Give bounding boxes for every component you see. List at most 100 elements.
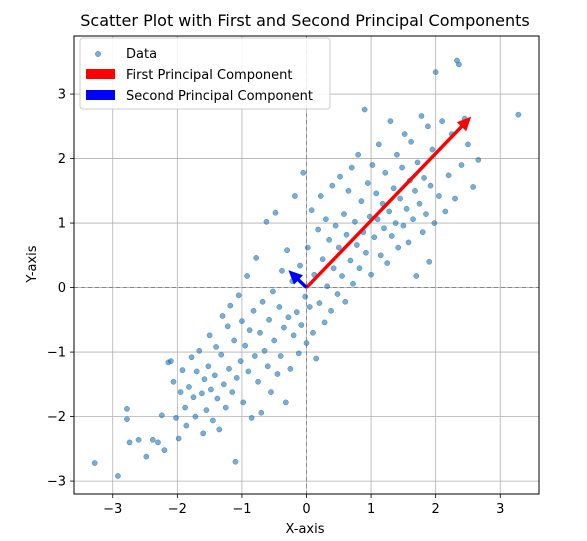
data-points xyxy=(91,57,522,479)
data-point xyxy=(250,307,257,314)
data-point xyxy=(337,173,343,180)
data-point xyxy=(334,291,341,297)
data-point xyxy=(182,404,188,411)
data-point xyxy=(199,390,205,397)
data-point xyxy=(326,237,332,243)
data-point xyxy=(439,118,445,124)
data-point xyxy=(179,367,186,373)
data-point xyxy=(221,381,227,388)
data-point xyxy=(246,327,253,333)
legend: Data First Principal Component Second Pr… xyxy=(79,37,331,110)
data-point xyxy=(335,244,342,251)
data-point xyxy=(350,280,356,287)
data-point xyxy=(363,249,369,256)
data-point xyxy=(470,184,476,190)
data-point xyxy=(237,358,244,364)
data-point xyxy=(361,106,368,113)
data-point xyxy=(324,283,330,290)
data-point xyxy=(384,260,391,266)
data-point xyxy=(264,363,271,370)
y-tick-label: −3 xyxy=(47,475,66,490)
data-point xyxy=(328,307,334,314)
data-point xyxy=(515,111,522,118)
data-point xyxy=(310,329,316,336)
data-point xyxy=(270,288,276,295)
data-point xyxy=(427,182,434,189)
data-point xyxy=(329,182,336,189)
data-point xyxy=(271,337,278,344)
data-point xyxy=(239,318,245,324)
data-point xyxy=(419,229,426,235)
data-point xyxy=(442,208,449,215)
data-point xyxy=(193,368,200,375)
data-point xyxy=(266,317,272,323)
data-point xyxy=(226,366,232,372)
data-point xyxy=(330,265,337,272)
data-point xyxy=(283,399,289,406)
x-tick-label: 1 xyxy=(367,502,375,517)
data-point xyxy=(382,169,389,176)
data-point xyxy=(159,412,165,419)
data-point xyxy=(368,271,374,278)
data-point xyxy=(196,347,203,354)
data-point xyxy=(244,273,250,279)
data-point xyxy=(332,222,339,229)
data-point xyxy=(388,233,395,239)
data-point xyxy=(352,218,358,225)
data-point xyxy=(219,313,226,319)
data-point xyxy=(287,366,294,372)
data-point xyxy=(390,185,397,192)
data-point xyxy=(173,415,179,421)
data-point xyxy=(135,437,142,443)
data-point xyxy=(224,323,231,330)
data-point xyxy=(300,169,307,176)
data-point xyxy=(279,268,285,274)
y-tick-label: −1 xyxy=(47,346,66,361)
data-point xyxy=(313,355,319,362)
y-tick-label: 3 xyxy=(58,88,66,103)
data-point xyxy=(124,416,130,422)
legend-swatch-first-pc xyxy=(86,69,115,79)
data-point xyxy=(216,426,223,433)
y-tick-label: 2 xyxy=(58,152,66,167)
data-point xyxy=(126,439,133,446)
data-point xyxy=(252,353,258,359)
data-point xyxy=(355,151,361,158)
data-point xyxy=(387,118,394,124)
legend-label-second-pc: Second Principal Component xyxy=(126,89,313,104)
data-point xyxy=(281,324,287,331)
data-point xyxy=(206,332,213,339)
data-point xyxy=(205,363,212,370)
data-point xyxy=(414,159,421,166)
data-point xyxy=(297,262,303,269)
data-point xyxy=(445,172,452,179)
data-point xyxy=(188,354,195,361)
data-point xyxy=(155,439,161,446)
data-point xyxy=(397,195,403,202)
data-point xyxy=(395,244,402,251)
data-point xyxy=(285,314,292,321)
x-tick-label: −3 xyxy=(103,502,122,517)
data-point xyxy=(321,319,328,326)
x-tick-label: 3 xyxy=(496,502,504,517)
data-point xyxy=(343,231,350,238)
data-point xyxy=(213,344,219,350)
data-point xyxy=(242,342,248,349)
data-point xyxy=(91,460,98,466)
data-point xyxy=(365,180,371,186)
data-point xyxy=(376,141,382,148)
data-point xyxy=(255,378,261,385)
data-point xyxy=(306,304,313,310)
data-point xyxy=(347,257,354,264)
data-point xyxy=(432,69,439,75)
data-point xyxy=(245,368,252,375)
legend-label-data: Data xyxy=(126,47,157,62)
data-point xyxy=(342,298,349,305)
data-point xyxy=(413,273,420,279)
data-point xyxy=(248,415,255,421)
data-point xyxy=(290,332,297,339)
data-point xyxy=(319,256,326,262)
data-point xyxy=(426,258,433,265)
data-point xyxy=(253,255,259,261)
data-point xyxy=(263,218,270,225)
